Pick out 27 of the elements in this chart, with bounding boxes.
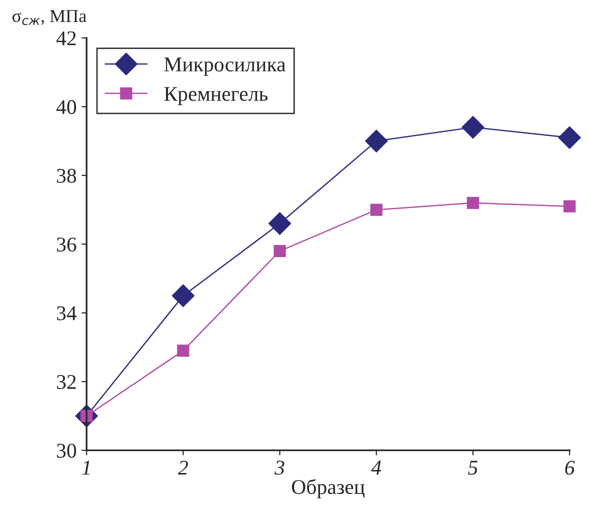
y-tick-label: 40 bbox=[56, 100, 76, 114]
x-tick-label: 3 bbox=[274, 460, 284, 475]
point bbox=[365, 130, 388, 152]
point bbox=[172, 284, 194, 308]
point bbox=[558, 126, 581, 149]
legend-label: Кремнегель bbox=[164, 87, 268, 106]
legend-label: Микросилика bbox=[164, 58, 286, 76]
x-tick-label: 4 bbox=[371, 460, 382, 475]
x-tick-label: 5 bbox=[468, 460, 478, 475]
point bbox=[268, 212, 292, 235]
point bbox=[466, 196, 480, 209]
y-tick-label: 38 bbox=[57, 168, 76, 183]
x-axis-title: Образец bbox=[292, 478, 365, 498]
point bbox=[177, 344, 190, 357]
x-tick-label: 6 bbox=[565, 460, 575, 475]
point bbox=[462, 116, 484, 139]
point bbox=[274, 244, 286, 258]
x-tick-label: 1 bbox=[82, 460, 90, 475]
point bbox=[370, 204, 382, 216]
y-tick-label: 36 bbox=[57, 238, 76, 252]
x-tick-label: 2 bbox=[178, 460, 188, 475]
y-tick-label: 30 bbox=[57, 444, 76, 458]
y-axis-title: σ$_{сж}$, МПа bbox=[12, 10, 86, 26]
point bbox=[563, 200, 576, 212]
y-tick-label: 32 bbox=[57, 375, 76, 390]
y-tick-label: 42 bbox=[56, 31, 76, 46]
y-tick-label: 34 bbox=[57, 306, 77, 320]
